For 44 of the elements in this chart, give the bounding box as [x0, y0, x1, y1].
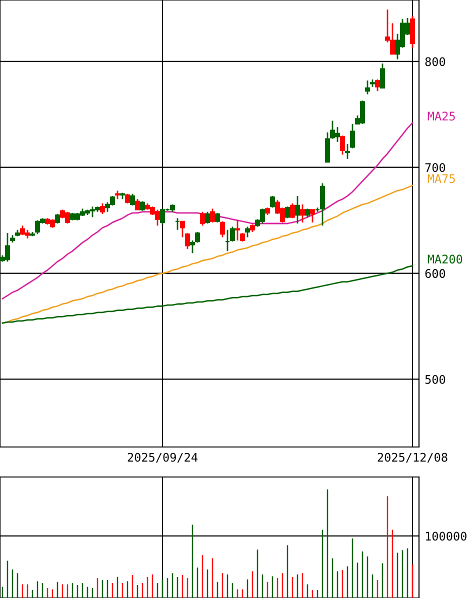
candlestick	[344, 143, 350, 160]
candlestick	[294, 195, 300, 224]
candlestick	[220, 220, 226, 238]
candlestick	[184, 232, 190, 250]
series-label: MA25	[428, 112, 455, 121]
candlestick	[244, 226, 250, 238]
candlestick	[284, 206, 290, 219]
candlestick	[300, 204, 306, 224]
y-tick-label: 500	[425, 374, 446, 384]
candlestick	[320, 182, 326, 226]
y-tick-label: 700	[425, 163, 446, 172]
candlestick	[374, 78, 380, 92]
series-label: MA75	[428, 174, 455, 184]
candlestick	[380, 62, 386, 89]
candlestick	[310, 209, 316, 224]
candlestick	[214, 212, 220, 224]
candlestick	[234, 220, 240, 242]
line-series	[2, 122, 414, 300]
candlestick	[200, 211, 206, 226]
y-tick-label: 600	[425, 269, 446, 278]
candlestick	[190, 240, 196, 254]
candlestick	[210, 208, 216, 224]
series-label: MA200	[428, 254, 462, 264]
candlestick	[134, 198, 140, 210]
candlestick	[160, 208, 166, 226]
candlestick	[100, 202, 106, 215]
candlestick	[350, 123, 356, 149]
candlestick	[130, 193, 136, 206]
candlestick	[180, 220, 186, 238]
candlestick	[140, 200, 146, 212]
candlestick	[364, 80, 370, 95]
y-tick-label: 800	[425, 57, 446, 66]
line-series	[2, 265, 414, 324]
y-tick-label: 100000	[426, 532, 466, 541]
candlestick	[54, 213, 60, 224]
candlestick	[340, 134, 346, 156]
candlestick	[270, 195, 276, 208]
candlestick	[204, 211, 210, 224]
x-tick-label: 2025/09/24	[128, 452, 198, 463]
candlestick	[290, 202, 296, 219]
candlestick	[124, 193, 130, 204]
candlestick	[230, 226, 236, 242]
candlestick	[194, 231, 200, 244]
x-tick-label: 2025/12/08	[378, 452, 448, 463]
